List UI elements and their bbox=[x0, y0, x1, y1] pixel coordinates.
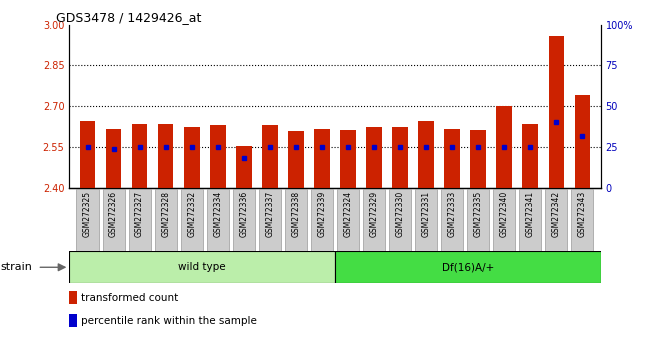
Bar bbox=[340, 130, 356, 188]
FancyBboxPatch shape bbox=[441, 189, 463, 251]
Bar bbox=[444, 129, 460, 188]
Bar bbox=[80, 121, 95, 188]
FancyBboxPatch shape bbox=[415, 189, 437, 251]
Text: GSM272338: GSM272338 bbox=[291, 191, 300, 237]
FancyBboxPatch shape bbox=[259, 189, 281, 251]
Text: GSM272334: GSM272334 bbox=[213, 191, 222, 237]
Text: GSM272326: GSM272326 bbox=[109, 191, 118, 237]
FancyBboxPatch shape bbox=[77, 189, 98, 251]
Text: GSM272341: GSM272341 bbox=[526, 191, 535, 237]
Bar bbox=[496, 106, 512, 188]
FancyBboxPatch shape bbox=[154, 189, 177, 251]
Bar bbox=[184, 126, 199, 188]
Bar bbox=[575, 95, 590, 188]
Text: GSM272328: GSM272328 bbox=[161, 191, 170, 237]
Text: GSM272343: GSM272343 bbox=[578, 191, 587, 237]
Bar bbox=[210, 125, 226, 188]
Text: GSM272337: GSM272337 bbox=[265, 191, 275, 237]
Bar bbox=[418, 121, 434, 188]
Bar bbox=[523, 124, 538, 188]
FancyBboxPatch shape bbox=[337, 189, 359, 251]
FancyBboxPatch shape bbox=[181, 189, 203, 251]
Text: GSM272331: GSM272331 bbox=[422, 191, 430, 237]
Text: transformed count: transformed count bbox=[81, 293, 178, 303]
Text: GSM272335: GSM272335 bbox=[474, 191, 482, 237]
Text: GSM272325: GSM272325 bbox=[83, 191, 92, 237]
Bar bbox=[69, 251, 335, 283]
Bar bbox=[132, 124, 147, 188]
FancyBboxPatch shape bbox=[129, 189, 150, 251]
FancyBboxPatch shape bbox=[493, 189, 515, 251]
Bar bbox=[69, 291, 77, 304]
Text: GSM272327: GSM272327 bbox=[135, 191, 144, 237]
Text: strain: strain bbox=[0, 262, 32, 272]
Bar bbox=[69, 314, 77, 327]
FancyBboxPatch shape bbox=[285, 189, 307, 251]
Text: GDS3478 / 1429426_at: GDS3478 / 1429426_at bbox=[56, 11, 201, 24]
Bar bbox=[106, 129, 121, 188]
Bar bbox=[366, 127, 382, 188]
Bar bbox=[471, 130, 486, 188]
Text: GSM272332: GSM272332 bbox=[187, 191, 196, 237]
Text: GSM272336: GSM272336 bbox=[240, 191, 248, 237]
FancyBboxPatch shape bbox=[363, 189, 385, 251]
Bar bbox=[335, 251, 601, 283]
Text: wild type: wild type bbox=[178, 262, 226, 272]
Bar bbox=[158, 124, 174, 188]
Text: GSM272340: GSM272340 bbox=[500, 191, 509, 237]
Text: GSM272324: GSM272324 bbox=[343, 191, 352, 237]
FancyBboxPatch shape bbox=[389, 189, 411, 251]
Bar bbox=[288, 131, 304, 188]
Text: GSM272339: GSM272339 bbox=[317, 191, 327, 237]
FancyBboxPatch shape bbox=[467, 189, 489, 251]
FancyBboxPatch shape bbox=[233, 189, 255, 251]
FancyBboxPatch shape bbox=[545, 189, 568, 251]
Text: GSM272342: GSM272342 bbox=[552, 191, 561, 237]
FancyBboxPatch shape bbox=[519, 189, 541, 251]
Bar bbox=[548, 36, 564, 188]
Text: GSM272329: GSM272329 bbox=[370, 191, 379, 237]
Bar bbox=[262, 125, 278, 188]
Text: Df(16)A/+: Df(16)A/+ bbox=[442, 262, 494, 272]
Bar bbox=[236, 145, 251, 188]
FancyBboxPatch shape bbox=[207, 189, 229, 251]
Text: GSM272330: GSM272330 bbox=[395, 191, 405, 237]
FancyBboxPatch shape bbox=[102, 189, 125, 251]
FancyBboxPatch shape bbox=[311, 189, 333, 251]
Text: percentile rank within the sample: percentile rank within the sample bbox=[81, 316, 257, 326]
Bar bbox=[392, 127, 408, 188]
Bar bbox=[314, 129, 330, 188]
Text: GSM272333: GSM272333 bbox=[447, 191, 457, 237]
FancyBboxPatch shape bbox=[572, 189, 593, 251]
